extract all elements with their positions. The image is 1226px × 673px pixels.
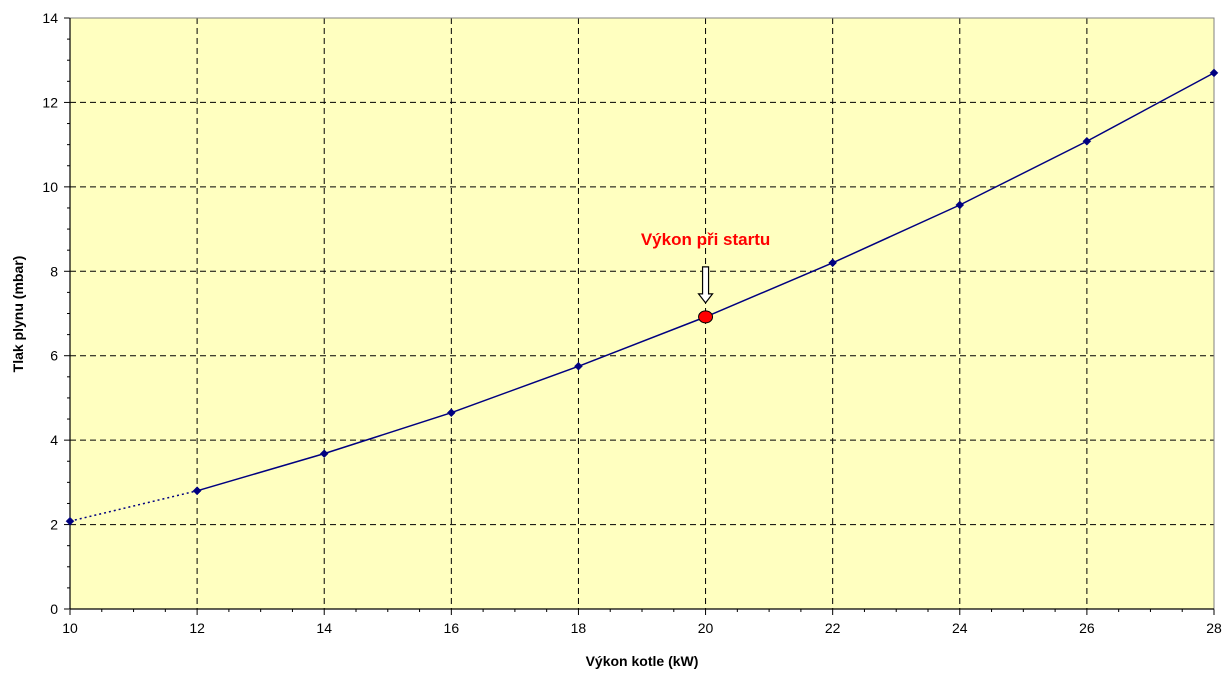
y-tick-label: 2: [50, 517, 58, 533]
y-axis-title: Tlak plynu (mbar): [10, 256, 26, 373]
x-tick-label: 22: [825, 620, 841, 636]
x-tick-label: 24: [952, 620, 968, 636]
y-tick-label: 12: [42, 94, 58, 110]
start-power-point: [698, 310, 714, 324]
data-point-marker: [65, 516, 75, 526]
x-tick-label: 18: [571, 620, 587, 636]
x-tick-label: 10: [62, 620, 78, 636]
data-point-marker: [955, 200, 965, 210]
extrapolated-series-line: [69, 490, 198, 522]
y-tick-label: 10: [42, 179, 58, 195]
x-tick-label: 12: [189, 620, 205, 636]
plot-area: [70, 18, 1214, 609]
x-tick-label: 14: [316, 620, 332, 636]
y-tick-label: 0: [50, 601, 58, 617]
data-point-marker: [319, 449, 329, 459]
y-tick-label: 4: [50, 432, 58, 448]
data-point-marker: [574, 361, 583, 371]
data-point-marker: [828, 258, 838, 268]
x-tick-label: 16: [444, 620, 460, 636]
data-point-marker: [192, 486, 202, 496]
down-arrow-icon: [697, 266, 714, 304]
x-tick-label: 28: [1206, 620, 1222, 636]
annotation-layer: Výkon při startu: [641, 230, 770, 324]
x-axis-title: Výkon kotle (kW): [586, 653, 699, 669]
y-tick-label: 14: [42, 10, 58, 26]
y-tick-labels: 0 2 4 6 8 10 12 14: [42, 10, 58, 617]
x-tick-labels: 10 12 14 16 18 20 22 24 26 28: [62, 620, 1222, 636]
data-point-marker: [1209, 68, 1219, 78]
axis-lines: [69, 17, 1215, 610]
x-tick-label: 20: [698, 620, 714, 636]
y-tick-label: 6: [50, 348, 58, 364]
data-point-marker: [1082, 136, 1092, 146]
data-point-marker: [446, 408, 456, 418]
annotation-label: Výkon při startu: [641, 230, 770, 249]
y-tick-label: 8: [50, 263, 58, 279]
x-tick-label: 26: [1079, 620, 1095, 636]
